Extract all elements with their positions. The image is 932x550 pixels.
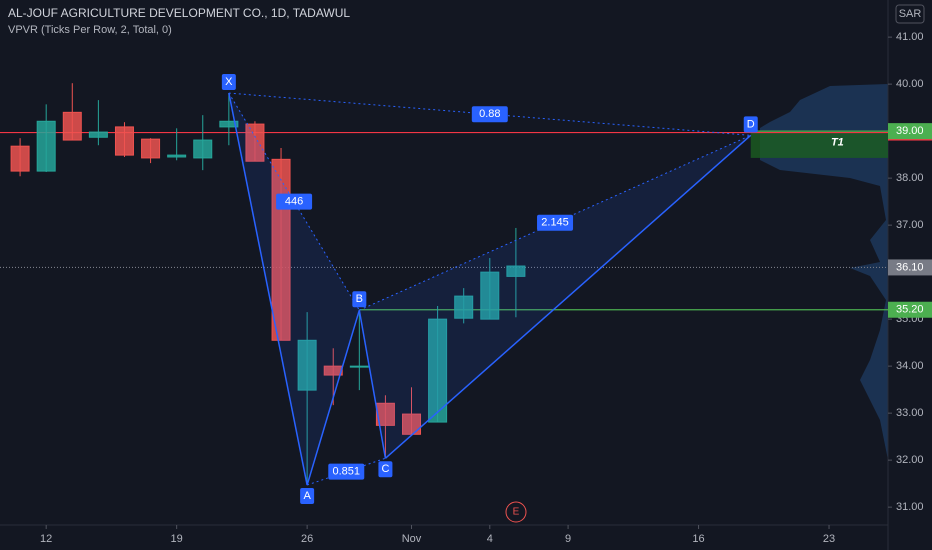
volume-profile [760, 84, 888, 486]
point-label: C [381, 463, 389, 475]
price-tag [888, 123, 932, 140]
x-tick-label: 9 [565, 533, 571, 545]
point-box [378, 461, 393, 478]
currency-box[interactable] [895, 4, 925, 24]
candle-body [114, 126, 134, 156]
event-marker[interactable] [505, 501, 527, 523]
candle-body [245, 123, 265, 162]
candle-body [88, 131, 108, 138]
ratio-label: 2.145 [541, 217, 569, 229]
x-tick-label: 19 [171, 533, 183, 545]
candle-body [323, 365, 343, 376]
candle-body [506, 265, 526, 277]
y-tick-label: 40.00 [896, 78, 924, 90]
ratio-label: 0.851 [333, 466, 361, 478]
price-tag [888, 259, 932, 276]
price-tag-label: 35.20 [896, 304, 924, 316]
candle-body [193, 139, 213, 159]
point-box [221, 74, 236, 91]
pattern-triangle [228, 93, 360, 486]
y-tick-label: 31.00 [896, 501, 924, 513]
candle-body [62, 111, 82, 141]
x-tick-label: 16 [692, 533, 704, 545]
x-tick-label: 12 [40, 533, 52, 545]
point-label: A [303, 490, 311, 502]
y-tick-label: 32.00 [896, 454, 924, 466]
y-tick-label: 38.00 [896, 172, 924, 184]
point-label: D [747, 118, 755, 130]
point-label: X [225, 76, 233, 88]
pattern-leg [384, 134, 752, 459]
x-tick-label: 23 [823, 533, 835, 545]
price-tag-label: 36.10 [896, 261, 924, 273]
y-tick-label: 34.00 [896, 360, 924, 372]
point-label: B [356, 293, 363, 305]
candle-body [454, 295, 474, 319]
candle-body [349, 365, 369, 368]
pattern-triangle [359, 135, 751, 459]
candle-body [375, 402, 395, 426]
point-box [352, 291, 367, 308]
indicator-label: VPVR (Ticks Per Row, 2, Total, 0) [8, 24, 172, 36]
candle-body [141, 138, 161, 159]
event-label: E [513, 507, 520, 518]
candle-body [219, 120, 239, 128]
point-box [300, 488, 315, 505]
y-tick-label: 41.00 [896, 31, 924, 43]
price-tag-label: 39.00 [896, 125, 924, 137]
pattern-leg [358, 310, 387, 459]
x-tick-label: 26 [301, 533, 313, 545]
candle-body [36, 120, 56, 172]
pattern-leg [228, 92, 308, 486]
currency: SAR [899, 8, 922, 20]
candle-body [480, 271, 500, 320]
x-tick-label: Nov [402, 533, 422, 545]
ratio-box [471, 106, 508, 123]
pattern-leg [306, 309, 361, 486]
price-tag [888, 301, 932, 318]
chart-title: AL-JOUF AGRICULTURE DEVELOPMENT CO., 1D,… [8, 6, 350, 20]
candle-body [297, 339, 317, 391]
candle-body [428, 318, 448, 423]
x-tick-label: 4 [487, 533, 493, 545]
target-zone [750, 131, 888, 158]
ratio-box [328, 463, 365, 480]
y-tick-label: 33.00 [896, 407, 924, 419]
ratio-line [359, 134, 751, 311]
target-label: T1 [831, 136, 844, 148]
ratio-box [537, 214, 574, 231]
ratio-label: 0.88 [479, 108, 500, 120]
candle-body [167, 154, 187, 158]
ratio-label: 446 [285, 196, 303, 208]
ratio-box [276, 193, 313, 210]
candle-body [10, 145, 30, 172]
y-tick-label: 37.00 [896, 219, 924, 231]
point-box [743, 116, 758, 133]
